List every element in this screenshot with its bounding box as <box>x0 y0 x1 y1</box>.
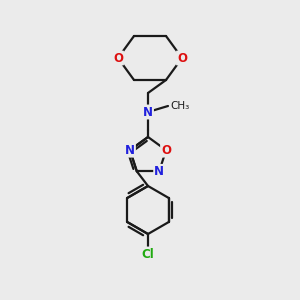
Text: N: N <box>143 106 153 118</box>
Text: Cl: Cl <box>142 248 154 260</box>
Text: O: O <box>113 52 123 64</box>
Text: O: O <box>177 52 187 64</box>
Text: CH₃: CH₃ <box>170 101 189 111</box>
Text: N: N <box>154 165 164 178</box>
Text: N: N <box>125 144 135 157</box>
Text: O: O <box>161 144 171 157</box>
